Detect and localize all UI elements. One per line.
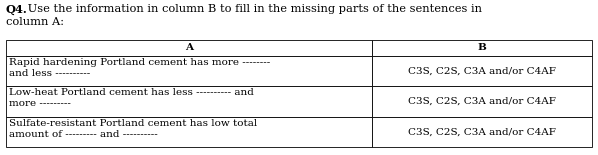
Text: Low-heat Portland cement has less ---------- and
more ---------: Low-heat Portland cement has less ------… [9, 88, 254, 108]
Text: C3S, C2S, C3A and/or C4AF: C3S, C2S, C3A and/or C4AF [408, 127, 556, 136]
Text: C3S, C2S, C3A and/or C4AF: C3S, C2S, C3A and/or C4AF [408, 66, 556, 75]
Bar [372, 86, 592, 117]
Text: Rapid hardening Portland cement has more --------
and less ----------: Rapid hardening Portland cement has more… [9, 58, 270, 78]
Bar [372, 40, 592, 55]
Text: C3S, C2S, C3A and/or C4AF: C3S, C2S, C3A and/or C4AF [408, 97, 556, 106]
Bar [372, 117, 592, 147]
Bar [6, 40, 372, 55]
Text: Use the information in column B to fill in the missing parts of the sentences in: Use the information in column B to fill … [24, 4, 482, 14]
Text: A: A [185, 43, 193, 52]
Text: Sulfate-resistant Portland cement has low total
amount of --------- and --------: Sulfate-resistant Portland cement has lo… [9, 119, 257, 139]
Bar [6, 117, 372, 147]
Text: column A:: column A: [6, 17, 64, 27]
Text: B: B [478, 43, 487, 52]
Bar [6, 86, 372, 117]
Text: Q4.: Q4. [6, 4, 28, 15]
Bar [372, 55, 592, 86]
Bar [6, 55, 372, 86]
